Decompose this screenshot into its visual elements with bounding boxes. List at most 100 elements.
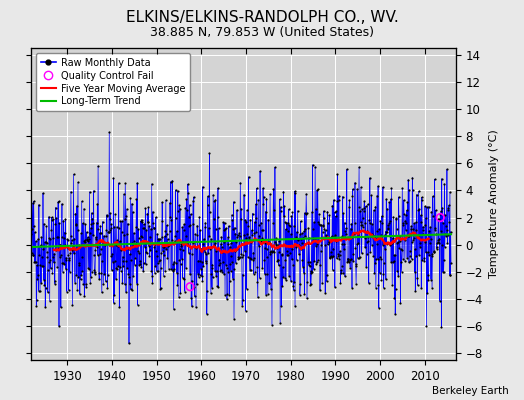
Point bbox=[108, 258, 117, 265]
Point bbox=[447, 260, 455, 266]
Point bbox=[121, 216, 129, 223]
Point bbox=[396, 238, 404, 244]
Point bbox=[196, 227, 204, 234]
Point bbox=[272, 245, 281, 252]
Point bbox=[186, 271, 194, 278]
Point bbox=[436, 228, 445, 234]
Point bbox=[259, 201, 268, 207]
Point bbox=[409, 237, 418, 244]
Point bbox=[117, 247, 125, 254]
Point bbox=[279, 274, 287, 280]
Point bbox=[77, 276, 85, 282]
Point bbox=[221, 219, 229, 226]
Point bbox=[308, 268, 316, 275]
Point bbox=[411, 226, 420, 233]
Point bbox=[113, 266, 121, 272]
Point bbox=[192, 245, 201, 251]
Point bbox=[187, 211, 195, 217]
Point bbox=[171, 187, 180, 193]
Point bbox=[45, 259, 53, 265]
Point bbox=[405, 259, 413, 266]
Point bbox=[202, 259, 210, 266]
Point bbox=[189, 240, 198, 246]
Point bbox=[446, 272, 454, 278]
Point bbox=[161, 227, 170, 234]
Point bbox=[90, 267, 99, 273]
Point bbox=[129, 243, 137, 250]
Point bbox=[62, 254, 70, 261]
Point bbox=[260, 256, 268, 263]
Point bbox=[81, 221, 90, 228]
Point bbox=[194, 258, 202, 264]
Point bbox=[118, 218, 126, 224]
Point bbox=[65, 257, 73, 264]
Point bbox=[89, 232, 97, 238]
Point bbox=[67, 239, 75, 246]
Point bbox=[155, 236, 163, 242]
Point bbox=[180, 227, 188, 234]
Point bbox=[376, 270, 384, 276]
Point bbox=[256, 237, 265, 244]
Point bbox=[293, 228, 301, 235]
Point bbox=[303, 278, 311, 285]
Point bbox=[106, 224, 115, 231]
Point bbox=[389, 214, 398, 220]
Point bbox=[250, 230, 259, 236]
Point bbox=[335, 255, 344, 262]
Point bbox=[39, 190, 47, 196]
Point bbox=[367, 192, 376, 198]
Point bbox=[370, 270, 378, 276]
Point bbox=[61, 266, 70, 272]
Point bbox=[180, 221, 188, 228]
Point bbox=[374, 256, 382, 262]
Point bbox=[291, 234, 300, 241]
Point bbox=[362, 203, 370, 210]
Point bbox=[221, 226, 230, 232]
Point bbox=[223, 296, 231, 302]
Point bbox=[237, 206, 246, 212]
Point bbox=[126, 251, 134, 258]
Point bbox=[97, 289, 106, 296]
Point bbox=[304, 262, 313, 268]
Point bbox=[373, 241, 381, 247]
Point bbox=[258, 265, 267, 271]
Point bbox=[206, 290, 215, 296]
Point bbox=[214, 225, 223, 232]
Point bbox=[333, 255, 341, 262]
Point bbox=[388, 240, 396, 246]
Point bbox=[116, 218, 125, 225]
Point bbox=[171, 232, 179, 239]
Point bbox=[280, 219, 289, 226]
Point bbox=[28, 250, 36, 256]
Point bbox=[238, 272, 247, 278]
Point bbox=[29, 252, 37, 259]
Point bbox=[99, 218, 107, 225]
Point bbox=[200, 246, 209, 252]
Point bbox=[119, 263, 128, 270]
Point bbox=[257, 220, 265, 226]
Point bbox=[310, 257, 319, 264]
Point bbox=[372, 284, 380, 291]
Point bbox=[378, 242, 387, 248]
Point bbox=[417, 219, 425, 225]
Point bbox=[166, 214, 174, 220]
Point bbox=[435, 236, 444, 242]
Point bbox=[46, 298, 54, 304]
Point bbox=[88, 210, 96, 216]
Point bbox=[184, 250, 193, 256]
Point bbox=[402, 207, 411, 214]
Point bbox=[130, 238, 138, 244]
Point bbox=[210, 242, 218, 249]
Point bbox=[101, 242, 110, 249]
Point bbox=[320, 215, 328, 222]
Point bbox=[136, 218, 145, 224]
Point bbox=[56, 242, 64, 249]
Point bbox=[180, 276, 189, 282]
Point bbox=[80, 292, 89, 299]
Point bbox=[355, 204, 363, 210]
Point bbox=[276, 196, 284, 202]
Point bbox=[225, 244, 234, 250]
Point bbox=[36, 243, 44, 250]
Point bbox=[152, 253, 161, 259]
Point bbox=[295, 242, 303, 248]
